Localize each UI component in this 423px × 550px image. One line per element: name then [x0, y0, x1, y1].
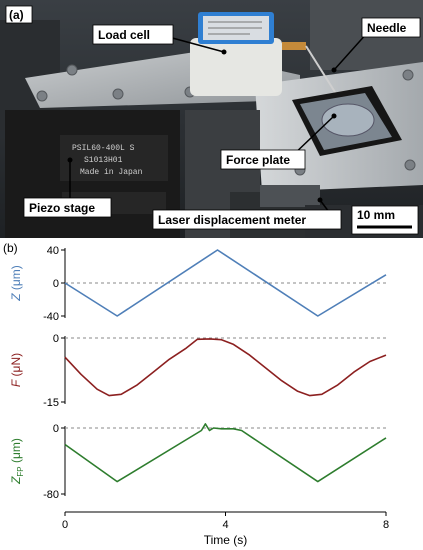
chart-panel-1: 40 0 -40 Z (μm): [9, 245, 387, 323]
x-tick-label: 4: [222, 519, 228, 531]
label-piezo-stage: Piezo stage: [29, 201, 95, 215]
x-tick-label: 8: [383, 519, 389, 531]
y-tick-label: -15: [43, 397, 59, 409]
y-tick-label: 0: [53, 333, 59, 345]
callout-lines: [67, 31, 369, 217]
y-tick-label: 40: [47, 245, 59, 257]
piezo-text-3: Made in Japan: [80, 168, 143, 177]
y-tick-label: 0: [53, 423, 59, 435]
panel-b-label: (b): [3, 241, 18, 255]
load-cell: [190, 12, 306, 96]
y-axis-label: ZFP (μm): [9, 438, 25, 485]
piezo-text-1: PSIL60-400L S: [72, 144, 135, 153]
chart-area: 40 0 -40 Z (μm) 0 -15 F (μN) 0 -80 ZFP (μm) 0 4 8 Tim…: [9, 245, 389, 547]
y-axis-label: Z (μm): [9, 265, 23, 302]
y-tick-label: -80: [43, 489, 59, 501]
chart-panel-2: 0 -15 F (μN): [9, 333, 387, 409]
label-load-cell: Load cell: [98, 28, 150, 42]
x-axis: 0 4 8 Time (s): [62, 511, 389, 547]
series-line: [64, 423, 387, 483]
chart-panel-3: 0 -80 ZFP (μm): [9, 423, 387, 501]
x-axis-label: Time (s): [204, 533, 248, 547]
piezo-text-2: S1013H01: [84, 156, 123, 165]
series-line: [64, 338, 387, 397]
y-tick-label: 0: [53, 278, 59, 290]
label-needle: Needle: [367, 21, 407, 35]
scale-bar-label: 10 mm: [357, 208, 395, 222]
y-axis-label: F (μN): [9, 353, 23, 387]
series-line: [64, 249, 387, 317]
photo-panel: PSIL60-400L S S1013H01 Made in Japan (a)…: [0, 0, 423, 238]
x-tick-label: 0: [62, 519, 68, 531]
label-force-plate: Force plate: [226, 153, 290, 167]
panel-a-label: (a): [9, 8, 24, 22]
y-tick-label: -40: [43, 311, 59, 323]
laser-meter-body: [260, 185, 320, 207]
force-plate: [292, 86, 402, 156]
label-laser-meter: Laser displacement meter: [158, 213, 306, 227]
